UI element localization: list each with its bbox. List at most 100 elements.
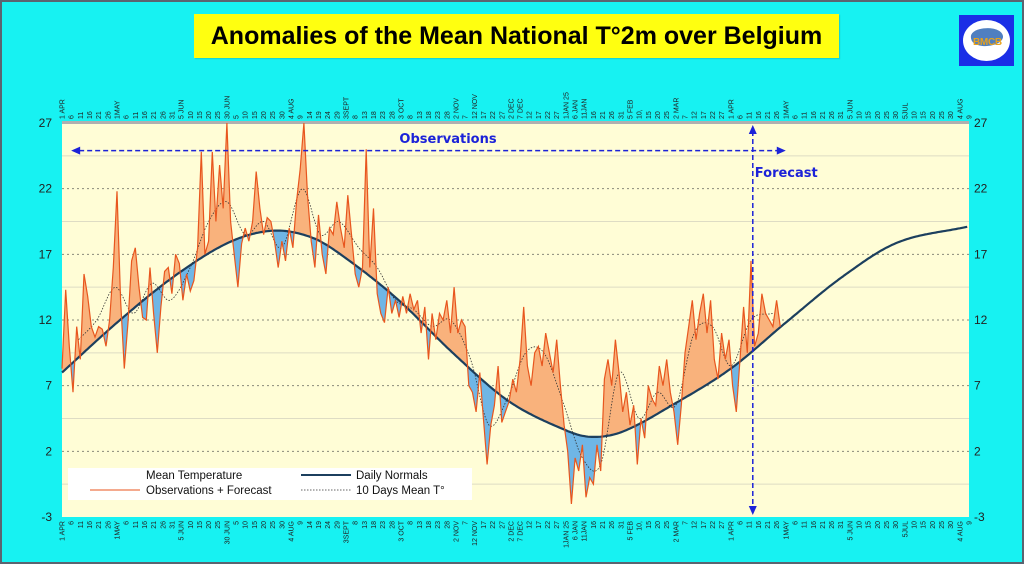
x-tick-label-bottom: 12 NOV <box>472 521 479 546</box>
x-tick-label-bottom: 29 <box>334 521 341 529</box>
x-tick-label-top: 27 <box>499 111 506 119</box>
x-tick-label-top: 30 <box>279 111 286 119</box>
legend-label-observations: Observations + Forecast <box>146 485 272 497</box>
x-tick-label-bottom: 26 <box>829 521 836 529</box>
x-tick-label-bottom: 10, <box>637 521 644 531</box>
plot-top-border <box>62 121 969 124</box>
x-tick-label-top: 21 <box>96 111 103 119</box>
x-tick-label-top: 5JUL <box>902 103 909 119</box>
x-tick-label-top: 29 <box>334 111 341 119</box>
x-tick-label-top: 7 <box>463 115 470 119</box>
y-tick-label-left: 22 <box>39 182 53 196</box>
x-tick-label-bottom: 20 <box>875 521 882 529</box>
above-normal-area <box>435 287 468 367</box>
x-tick-label-bottom: 7 <box>683 521 690 525</box>
x-tick-label-top: 17 <box>536 111 543 119</box>
x-tick-label-bottom: 1 APR <box>60 521 67 541</box>
x-tick-label-top: 18 <box>426 111 433 119</box>
below-normal-area <box>564 428 603 504</box>
x-tick-label-top: 20 <box>261 111 268 119</box>
x-tick-label-top: 6 <box>738 115 745 119</box>
x-tick-label-bottom: 28 <box>444 521 451 529</box>
x-tick-label-top: 15 <box>921 111 928 119</box>
x-tick-label-top: 10 <box>912 111 919 119</box>
y-tick-label-right: 17 <box>974 247 988 261</box>
y-tick-label-left: 12 <box>39 313 53 327</box>
x-tick-label-top: 11 <box>802 112 809 119</box>
chart-title: Anomalies of the Mean National T°2m over… <box>210 22 823 50</box>
x-tick-label-top: 5 JUN <box>179 100 186 119</box>
x-tick-label-top: 16 <box>811 111 818 119</box>
x-tick-label-top: 10 <box>188 111 195 119</box>
x-tick-label-bottom: 20 <box>930 521 937 529</box>
legend-label-daily-normals: Daily Normals <box>356 470 428 482</box>
below-normal-area <box>479 372 496 465</box>
x-tick-label-bottom: 6 <box>738 521 745 525</box>
x-tick-label-bottom: 25 <box>664 521 671 529</box>
x-tick-label-top: 6 <box>792 115 799 119</box>
x-tick-label-top: 25 <box>939 111 946 119</box>
x-tick-label-bottom: 16 <box>591 521 598 529</box>
x-tick-label-top: 25 <box>215 111 222 119</box>
title-banner: Anomalies of the Mean National T°2m over… <box>194 14 839 58</box>
x-tick-label-bottom: 11 <box>747 521 754 528</box>
x-tick-label-top: 28 <box>389 111 396 119</box>
legend-box <box>68 468 472 500</box>
x-tick-label-bottom: 11JAN <box>582 521 589 542</box>
x-tick-label-bottom: 13 <box>362 521 369 529</box>
x-tick-label-bottom: 5 JUN <box>847 521 854 540</box>
x-tick-label-top: 7 DEC <box>518 98 525 119</box>
x-tick-label-bottom: 26 <box>774 521 781 529</box>
x-tick-label-bottom: 1MAY <box>115 521 122 540</box>
x-tick-label-top: 3SEPT <box>344 96 351 119</box>
x-tick-label-top: 23 <box>380 111 387 119</box>
x-tick-label-top: 21 <box>600 111 607 119</box>
x-tick-label-bottom: 22 <box>490 521 497 529</box>
observations-line <box>61 122 781 504</box>
x-tick-label-top: 12 <box>692 111 699 119</box>
x-tick-label-top: 16 <box>591 111 598 119</box>
x-tick-label-top: 25 <box>270 111 277 119</box>
y-tick-label-left: 2 <box>45 444 52 458</box>
x-tick-label-top: 11 <box>747 112 754 119</box>
y-tick-label-right: 22 <box>974 182 988 196</box>
x-tick-label-bottom: 22 <box>545 521 552 529</box>
x-tick-label-top: 28 <box>444 111 451 119</box>
x-tick-label-bottom: 27 <box>719 521 726 529</box>
below-normal-area <box>730 362 740 412</box>
x-tick-label-bottom: 10 <box>188 521 195 529</box>
y-tick-label-right: -3 <box>974 510 985 524</box>
x-tick-label-top: 12 <box>527 111 534 119</box>
x-tick-label-top: 26 <box>829 111 836 119</box>
series-lines <box>61 122 968 504</box>
arrow-left-icon <box>71 146 81 155</box>
x-tick-label-top: 24 <box>325 111 332 119</box>
x-tick-label-top: 26 <box>609 111 616 119</box>
x-tick-label-bottom: 5 <box>234 521 241 525</box>
x-tick-label-bottom: 25 <box>939 521 946 529</box>
x-tick-label-bottom: 6 <box>792 521 799 525</box>
x-tick-label-bottom: 31 <box>838 521 845 529</box>
x-tick-label-bottom: 9 <box>298 521 305 525</box>
x-tick-label-top: 17 <box>701 111 708 119</box>
x-tick-label-bottom: 21 <box>600 521 607 529</box>
above-normal-area <box>602 339 635 437</box>
x-tick-label-bottom: 12 <box>692 521 699 529</box>
x-tick-label-bottom: 18 <box>371 521 378 529</box>
x-tick-label-bottom: 19 <box>316 521 323 529</box>
x-tick-label-top: 1 APR <box>60 99 67 119</box>
x-tick-label-bottom: 30 <box>893 521 900 529</box>
x-tick-label-top: 10 <box>243 111 250 119</box>
below-normal-area <box>151 284 164 353</box>
x-tick-label-bottom: 20 <box>206 521 213 529</box>
x-tick-label-bottom: 22 <box>710 521 717 529</box>
x-tick-label-top: 8 <box>353 115 360 119</box>
x-tick-label-bottom: 17 <box>701 521 708 529</box>
x-tick-label-bottom: 15 <box>252 521 259 529</box>
x-tick-label-bottom: 14 <box>307 521 314 529</box>
x-tick-label-top: 31 <box>618 111 625 119</box>
logo-disc: BMCB <box>963 20 1010 61</box>
x-tick-label-bottom: 11 <box>802 521 809 528</box>
above-normal-area <box>407 293 420 320</box>
